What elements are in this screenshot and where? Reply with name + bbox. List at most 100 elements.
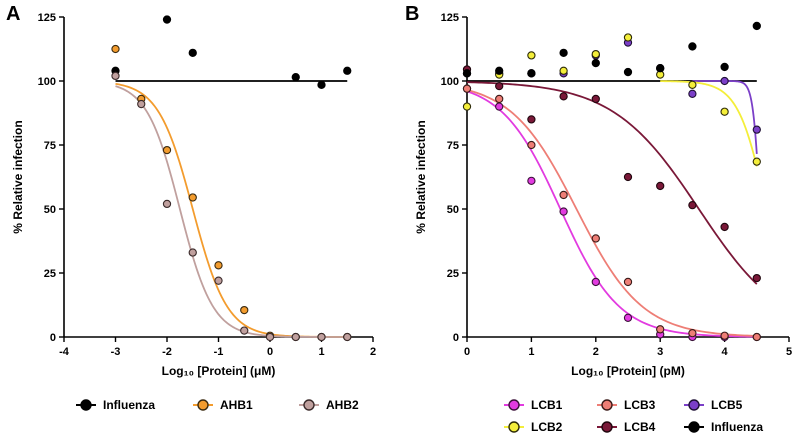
panel-a-y-tick-label: 25 bbox=[44, 268, 56, 280]
panel-b-legend-label-lcb3: LCB3 bbox=[624, 398, 656, 412]
panel-a-x-axis-title: Log₁₀ [Protein] (μM) bbox=[162, 364, 276, 378]
panel-b-point-lcb3 bbox=[527, 140, 536, 150]
panel-a-y-tick-label: 0 bbox=[50, 332, 56, 344]
panel-a-point-ahb2 bbox=[240, 326, 249, 335]
panel-b-point-lcb4 bbox=[752, 273, 761, 283]
panel-b-legend-marker-lcb1 bbox=[508, 399, 520, 411]
panel-b-point-lcb1 bbox=[559, 207, 568, 216]
panel-a-y-tick-label: 50 bbox=[44, 204, 56, 216]
panel-a-letter: A bbox=[6, 3, 20, 25]
panel-a-point-ahb1 bbox=[214, 261, 223, 270]
panel-a-x-tick-label: 1 bbox=[318, 346, 324, 358]
panel-b-fit-curve-lcb4 bbox=[466, 81, 758, 285]
panel-b-point-influenza bbox=[527, 69, 536, 78]
panel-b-point-lcb5 bbox=[752, 125, 761, 134]
panel-b-legend-marker-lcb5 bbox=[688, 399, 700, 411]
panel-b-point-lcb5 bbox=[720, 76, 729, 86]
panel-b-letter: B bbox=[405, 3, 419, 25]
panel-a-point-ahb1 bbox=[240, 305, 249, 315]
panel-a-x-tick-label: 2 bbox=[370, 346, 376, 358]
panel-a-y-tick-label: 75 bbox=[44, 140, 56, 152]
panel-b-point-lcb3 bbox=[559, 190, 568, 200]
panel-a-x-tick-label: -4 bbox=[59, 346, 70, 358]
panel-b-point-lcb3 bbox=[720, 331, 729, 340]
panel-b-fit-curve-lcb5 bbox=[692, 80, 758, 154]
panel-a-legend: Influenza AHB1 AHB2 bbox=[76, 398, 359, 412]
panel-b-point-lcb1 bbox=[623, 313, 633, 322]
panel-b-legend-label-lcb1: LCB1 bbox=[531, 398, 563, 412]
panel-b-point-lcb4 bbox=[623, 172, 633, 182]
panel-a-plot: 0 25 50 75 100 125 -4 -3 -2 -1 0 1 2 Log₁₀ [Protein] … bbox=[11, 12, 376, 378]
panel-b-x-tick-label: 3 bbox=[657, 346, 663, 358]
panel-b-legend-marker-lcb3 bbox=[601, 399, 613, 411]
panel-b-x-tick-label: 2 bbox=[593, 346, 599, 358]
panel-b-y-tick-label: 75 bbox=[447, 140, 459, 152]
panel-b-fit-curve-lcb1 bbox=[466, 90, 757, 338]
panel-a-legend-marker-ahb1 bbox=[197, 399, 209, 411]
panel-b-point-lcb2 bbox=[591, 49, 600, 59]
panel-b-point-influenza bbox=[720, 62, 729, 72]
panel-b-legend-label-influenza: Influenza bbox=[711, 420, 763, 434]
panel-b-point-lcb4 bbox=[527, 115, 536, 124]
panel-b-point-influenza bbox=[656, 64, 665, 73]
panel-b-point-lcb5 bbox=[688, 89, 697, 98]
panel-a-point-influenza bbox=[188, 48, 197, 57]
panel-b-point-lcb4 bbox=[559, 92, 568, 101]
panel-b-point-lcb3 bbox=[623, 277, 633, 287]
panel-b-point-lcb2 bbox=[462, 102, 472, 111]
panel-b-point-lcb1 bbox=[527, 176, 536, 185]
panel-b-point-lcb4 bbox=[656, 181, 665, 191]
panel-b-point-lcb3 bbox=[752, 332, 761, 342]
panel-b-point-lcb4 bbox=[688, 201, 697, 210]
panel-a-legend-label-ahb2: AHB2 bbox=[326, 398, 359, 412]
panel-b-point-lcb2 bbox=[720, 107, 729, 116]
panel-a-legend-label-ahb1: AHB1 bbox=[220, 398, 253, 412]
panel-b-legend: LCB1 LCB3 LCB5 LCB2 LCB4 Influenza bbox=[504, 398, 763, 434]
panel-b-point-influenza bbox=[623, 67, 633, 77]
panel-b-point-lcb3 bbox=[656, 325, 665, 334]
panel-b-x-tick-label: 1 bbox=[528, 346, 534, 358]
panel-a-x-tick-label: -3 bbox=[111, 346, 121, 358]
panel-b-y-tick-label: 25 bbox=[447, 268, 459, 280]
panel-b-legend-label-lcb4: LCB4 bbox=[624, 420, 656, 434]
panel-a-point-ahb1 bbox=[111, 44, 120, 54]
panel-b-x-tick-label: 5 bbox=[786, 346, 792, 358]
panel-a-y-tick-label: 100 bbox=[38, 76, 56, 88]
panel-a-point-influenza bbox=[162, 15, 172, 24]
panel-b-x-tick-label: 4 bbox=[722, 346, 729, 358]
panel-b-point-lcb3 bbox=[462, 84, 472, 93]
panel-a-point-ahb1 bbox=[162, 145, 172, 155]
panel-b-x-tick-label: 0 bbox=[464, 346, 470, 358]
panel-a-point-ahb1 bbox=[188, 193, 197, 202]
panel-b-legend-label-lcb2: LCB2 bbox=[531, 420, 563, 434]
panel-b-plot: 0 25 50 75 100 125 0 1 2 3 4 5 Log₁₀ [Protein] (pM)%… bbox=[414, 12, 792, 378]
panel-b-fit-curve-lcb2 bbox=[660, 80, 758, 167]
panel-b-legend-marker-lcb4 bbox=[601, 421, 613, 433]
panel-b-point-lcb3 bbox=[688, 329, 697, 338]
panel-b-point-lcb2 bbox=[752, 157, 761, 166]
panel-b-point-lcb2 bbox=[623, 33, 633, 42]
panel-b-point-influenza bbox=[495, 66, 504, 75]
panel-b-legend-marker-lcb2 bbox=[508, 421, 520, 433]
panel-a-point-ahb2 bbox=[343, 332, 352, 342]
panel-a-point-ahb2 bbox=[162, 199, 172, 209]
panel-b-point-influenza bbox=[752, 21, 761, 31]
panel-b-point-lcb3 bbox=[495, 94, 504, 104]
panel-a-point-ahb2 bbox=[111, 71, 120, 81]
panel-b-point-lcb2 bbox=[559, 66, 568, 75]
panel-b-point-lcb2 bbox=[688, 80, 697, 89]
panel-a-x-tick-label: -1 bbox=[214, 346, 224, 358]
panel-a-x-tick-label: -2 bbox=[162, 346, 172, 358]
panel-a-point-influenza bbox=[291, 73, 300, 82]
panel-b-x-axis-title: Log₁₀ [Protein] (pM) bbox=[571, 364, 685, 378]
panel-a-point-influenza bbox=[317, 80, 326, 89]
panel-b-y-tick-label: 50 bbox=[447, 204, 459, 216]
panel-a-legend-marker-influenza bbox=[80, 399, 92, 411]
panel-a-legend-marker-ahb2 bbox=[303, 399, 315, 411]
panel-a-x-tick-label: 0 bbox=[267, 346, 273, 358]
panel-a-point-ahb2 bbox=[317, 332, 326, 342]
panel-a-point-influenza bbox=[343, 66, 352, 75]
panel-b-point-lcb4 bbox=[495, 81, 504, 91]
panel-b-y-tick-label: 100 bbox=[441, 76, 459, 88]
